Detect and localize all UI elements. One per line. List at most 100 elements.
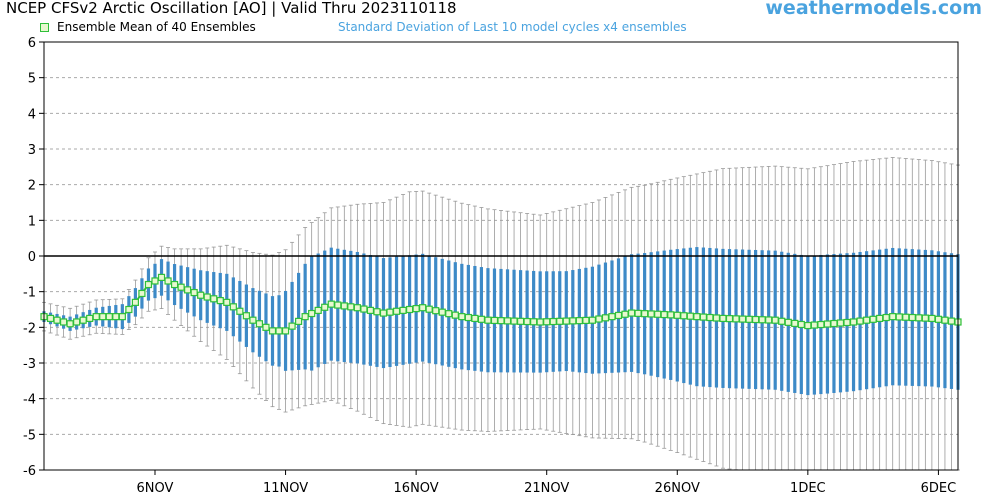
y-tick-label: 1	[28, 214, 36, 229]
mean-point	[425, 305, 433, 313]
mean-point	[667, 311, 675, 319]
x-tick-label: 11NOV	[263, 481, 308, 493]
legend-std: Standard Deviation of Last 10 model cycl…	[338, 20, 687, 34]
mean-point	[79, 316, 87, 324]
mean-point	[112, 313, 120, 321]
mean-point	[99, 313, 107, 321]
mean-point	[595, 315, 603, 323]
mean-point	[778, 317, 786, 325]
mean-point	[406, 305, 414, 314]
y-tick-label: -4	[23, 393, 36, 408]
mean-point	[66, 320, 74, 328]
mean-point	[347, 303, 355, 311]
mean-point	[928, 314, 936, 323]
mean-point	[712, 314, 721, 322]
mean-point	[197, 291, 205, 299]
mean-point	[223, 298, 231, 306]
mean-point	[210, 295, 218, 303]
mean-point	[288, 322, 296, 330]
mean-point	[144, 280, 153, 289]
mean-point	[516, 317, 525, 325]
mean-point	[686, 312, 694, 320]
mean-point	[497, 317, 505, 325]
mean-point	[340, 302, 348, 310]
brand-logo-text[interactable]: weathermodels.com	[765, 0, 982, 19]
mean-point	[921, 314, 929, 322]
mean-point	[373, 308, 381, 316]
mean-point	[543, 318, 551, 326]
mean-point	[654, 310, 662, 318]
x-tick-label: 21NOV	[524, 481, 569, 493]
mean-point	[536, 318, 544, 326]
mean-point	[490, 316, 499, 325]
y-tick-label: 2	[28, 179, 36, 194]
mean-point	[882, 313, 890, 322]
mean-point	[438, 308, 446, 316]
mean-point	[177, 283, 185, 291]
mean-point	[836, 319, 845, 327]
mean-point	[73, 318, 81, 326]
mean-point	[915, 314, 923, 322]
mean-point	[588, 316, 597, 324]
mean-point	[464, 313, 472, 322]
mean-point	[745, 315, 753, 323]
mean-point	[823, 320, 832, 328]
mean-point	[719, 314, 727, 323]
y-axis-ticks: 6 5 4 3 2 1 0 -1 -2 -3 -4 -5 -6	[23, 36, 44, 479]
square-marker-icon	[40, 22, 49, 32]
mean-point	[523, 317, 531, 326]
mean-point	[582, 316, 590, 325]
mean-point	[608, 313, 616, 321]
x-tick-label: 6DEC	[921, 481, 957, 493]
mean-point	[432, 307, 440, 315]
mean-point	[556, 317, 564, 325]
y-tick-label: -3	[23, 357, 36, 372]
mean-point	[889, 313, 897, 321]
mean-point	[706, 313, 714, 322]
mean-point	[138, 289, 146, 298]
y-tick-label: 6	[28, 36, 36, 51]
mean-point	[353, 304, 361, 312]
mean-point	[249, 316, 257, 324]
legend-mean: Ensemble Mean of 40 Ensembles	[40, 20, 256, 34]
mean-point	[59, 318, 68, 326]
mean-point	[575, 317, 583, 325]
mean-point	[725, 315, 734, 323]
mean-point	[105, 313, 113, 321]
mean-point	[366, 306, 375, 314]
mean-point	[268, 327, 277, 335]
mean-point	[732, 315, 740, 323]
mean-point	[947, 317, 956, 325]
mean-point	[379, 309, 388, 317]
mean-point	[216, 296, 224, 305]
mean-point	[321, 303, 329, 311]
mean-point	[856, 317, 864, 325]
mean-point	[627, 309, 636, 317]
mean-point	[902, 313, 910, 321]
x-tick-label: 16NOV	[394, 481, 439, 493]
mean-point	[614, 311, 623, 320]
x-tick-label: 6NOV	[137, 481, 174, 493]
mean-point	[86, 314, 94, 323]
mean-point	[262, 323, 270, 331]
mean-point	[660, 310, 668, 319]
mean-point	[458, 313, 466, 321]
mean-point	[804, 321, 812, 330]
mean-point	[562, 317, 570, 325]
mean-point	[118, 313, 126, 321]
mean-point	[621, 310, 629, 318]
mean-point	[693, 313, 701, 321]
mean-point	[647, 310, 655, 318]
mean-point	[308, 309, 316, 318]
mean-point	[641, 310, 649, 318]
mean-point	[419, 304, 427, 312]
mean-point	[53, 316, 61, 324]
mean-point	[699, 313, 707, 321]
mean-point	[758, 316, 766, 324]
legend-mean-label: Ensemble Mean of 40 Ensembles	[57, 20, 256, 34]
mean-point	[392, 307, 401, 315]
mean-point	[634, 309, 642, 317]
y-tick-label: -1	[23, 286, 36, 301]
mean-point	[190, 288, 198, 297]
